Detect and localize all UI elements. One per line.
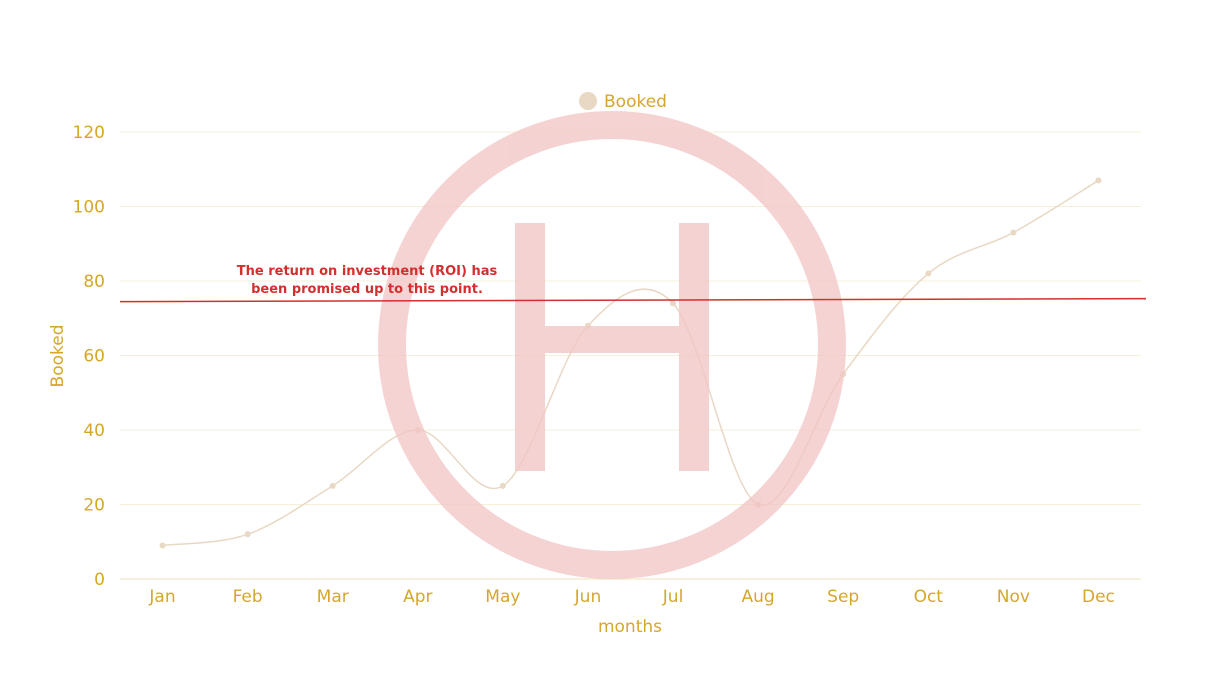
x-axis-ticks: Jan Feb Mar Apr May Jun Jul Aug Sep Oct Nov Dec (148, 587, 1114, 607)
watermark-h-crossbar (545, 326, 679, 353)
x-tick-label: Aug (742, 587, 775, 607)
watermark-h-right-bar (679, 223, 709, 471)
legend: Booked (579, 92, 667, 112)
x-tick-label: Nov (997, 587, 1030, 607)
grid-lines (120, 131, 1141, 505)
watermark-logo (378, 111, 846, 579)
roi-reference-line (119, 297, 1147, 303)
watermark-h-left-bar (515, 223, 545, 471)
y-axis-ticks: 0 20 40 60 80 100 120 (73, 123, 105, 590)
y-tick-label: 120 (73, 123, 105, 143)
x-tick-label: Jan (148, 587, 175, 607)
y-tick-label: 0 (94, 570, 105, 590)
x-tick-label: Feb (233, 587, 263, 607)
y-tick-label: 40 (83, 421, 105, 441)
roi-annotation-line2: been promised up to this point. (251, 282, 483, 297)
x-tick-label: Apr (403, 587, 432, 607)
data-point (670, 300, 677, 307)
y-tick-label: 20 (83, 496, 105, 516)
y-tick-label: 80 (83, 272, 105, 292)
x-tick-label: Jun (574, 587, 602, 607)
x-tick-label: Mar (317, 587, 349, 607)
data-points (159, 177, 1102, 549)
y-tick-label: 100 (73, 198, 105, 218)
x-axis-title: months (598, 617, 662, 637)
data-point (1095, 177, 1102, 184)
x-tick-label: Jul (662, 587, 684, 607)
legend-marker-booked (579, 92, 597, 110)
data-point (499, 482, 506, 489)
data-point (925, 270, 932, 277)
legend-label-booked: Booked (604, 92, 667, 112)
watermark-ring (378, 111, 846, 579)
y-axis-title: Booked (48, 325, 68, 388)
data-point (159, 542, 166, 549)
x-tick-label: Dec (1082, 587, 1115, 607)
y-tick-label: 60 (83, 347, 105, 367)
series-line-booked (162, 179, 1099, 547)
x-tick-label: Oct (914, 587, 944, 607)
x-tick-label: Sep (827, 587, 859, 607)
roi-annotation-line1: The return on investment (ROI) has (237, 264, 498, 279)
data-point (244, 531, 251, 538)
data-point (329, 482, 336, 489)
x-tick-label: May (485, 587, 520, 607)
data-point (1010, 229, 1017, 236)
